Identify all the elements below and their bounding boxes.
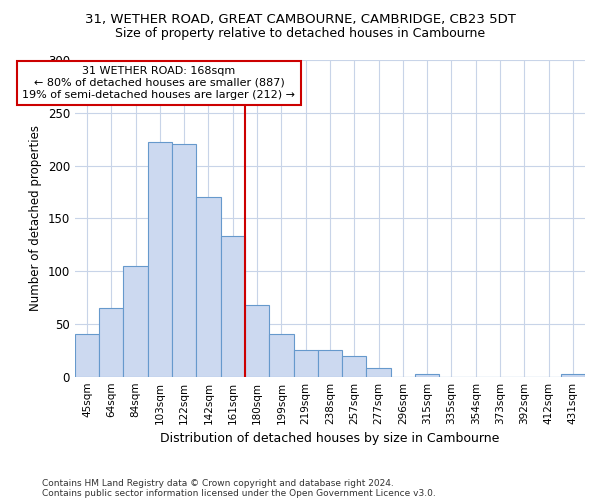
Text: Contains public sector information licensed under the Open Government Licence v3: Contains public sector information licen… [42, 488, 436, 498]
Bar [196, 197, 221, 376]
Y-axis label: Number of detached properties: Number of detached properties [29, 126, 42, 312]
Bar [245, 305, 269, 376]
Bar [342, 356, 367, 376]
Text: 31, WETHER ROAD, GREAT CAMBOURNE, CAMBRIDGE, CB23 5DT: 31, WETHER ROAD, GREAT CAMBOURNE, CAMBRI… [85, 12, 515, 26]
X-axis label: Distribution of detached houses by size in Cambourne: Distribution of detached houses by size … [160, 432, 500, 445]
Text: Size of property relative to detached houses in Cambourne: Size of property relative to detached ho… [115, 28, 485, 40]
Bar [293, 350, 318, 376]
Text: 31 WETHER ROAD: 168sqm
← 80% of detached houses are smaller (887)
19% of semi-de: 31 WETHER ROAD: 168sqm ← 80% of detached… [22, 66, 295, 100]
Bar [367, 368, 391, 376]
Bar [269, 334, 293, 376]
Bar [221, 236, 245, 376]
Text: Contains HM Land Registry data © Crown copyright and database right 2024.: Contains HM Land Registry data © Crown c… [42, 478, 394, 488]
Bar [148, 142, 172, 376]
Bar [415, 374, 439, 376]
Bar [172, 144, 196, 376]
Bar [318, 350, 342, 376]
Bar [75, 334, 99, 376]
Bar [561, 374, 585, 376]
Bar [99, 308, 124, 376]
Bar [124, 266, 148, 376]
